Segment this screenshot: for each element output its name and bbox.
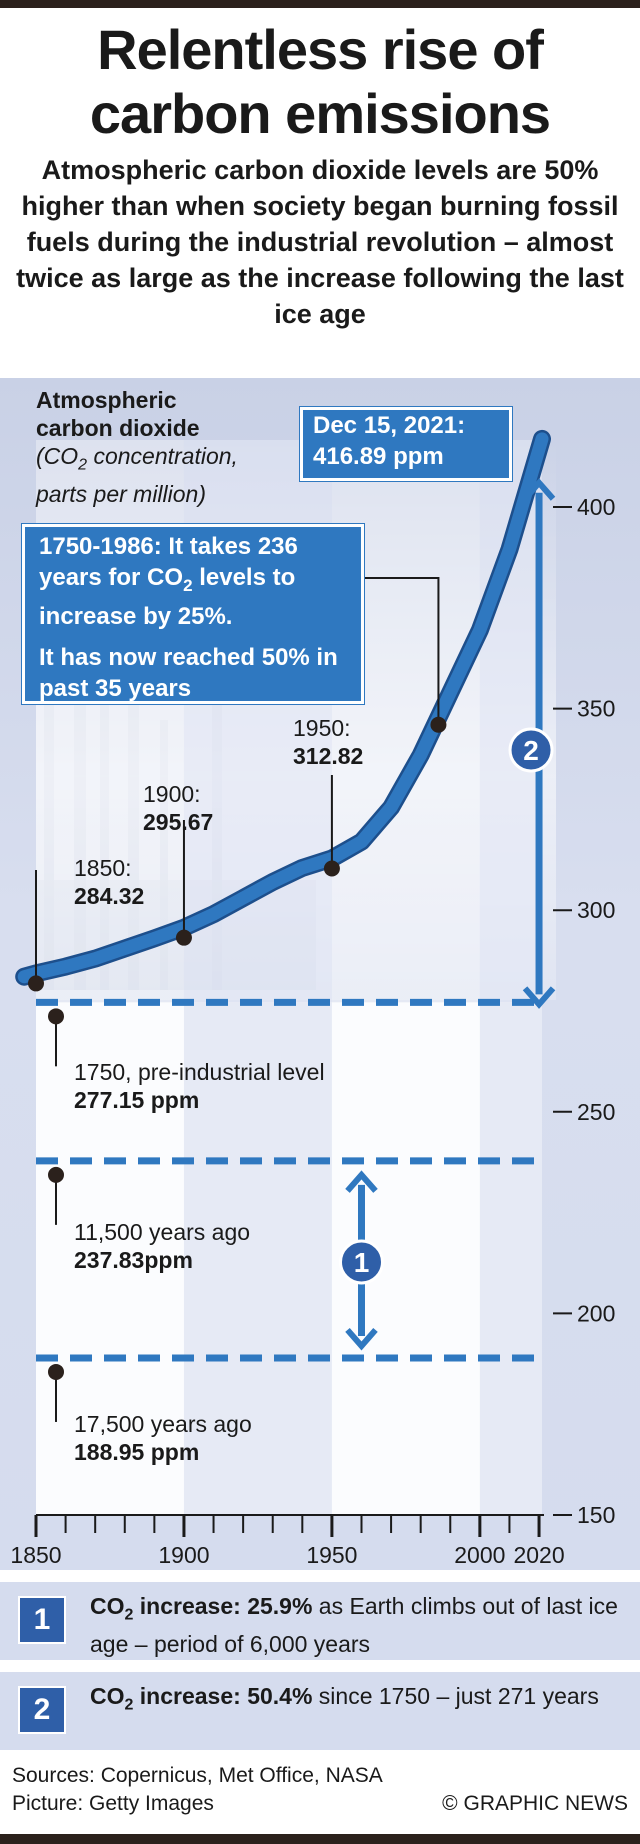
sources: Sources: Copernicus, Met Office, NASA Pi… [12, 1762, 628, 1818]
co2-line [17, 432, 549, 984]
level-label-17500: 17,500 years ago 188.95 ppm [74, 1411, 252, 1465]
marker-dot [28, 975, 44, 992]
marker-dot [323, 860, 340, 877]
top-bar [0, 0, 640, 8]
legend-item-1: 1 CO2 increase: 25.9% as Earth climbs ou… [0, 1582, 640, 1660]
x-tick-label: 1950 [306, 1542, 357, 1568]
reference-pointer-dot [48, 1363, 64, 1380]
co2-line-layer [15, 429, 551, 992]
latest-reading-callout: Dec 15, 2021: 416.89 ppm [300, 407, 512, 481]
arrow-one-head-down [345, 1327, 378, 1351]
increase-arrows: 12 [338, 420, 556, 1351]
y-tick-label: 150 [577, 1502, 615, 1528]
page-subtitle: Atmospheric carbon dioxide levels are 50… [16, 155, 624, 329]
chart-axes: 1850 1900 1950 2000 2020 150 200 250 300 350 400 [10, 494, 615, 1568]
y-tick-label: 250 [577, 1099, 615, 1125]
lower-decade-band [479, 1002, 542, 1515]
y-tick-label: 400 [577, 494, 615, 520]
y-tick-label: 350 [577, 696, 615, 722]
arrow-two-head-down [522, 986, 556, 1009]
x-tick-label: 1900 [158, 1542, 209, 1568]
marker-label-1850: 1850: 284.32 [74, 855, 145, 909]
y-tick-label: 300 [577, 897, 615, 923]
page-title: Relentless rise of carbon emissions [89, 18, 551, 145]
bottom-bar [0, 1834, 640, 1844]
marker-label-1900: 1900: 295.67 [143, 781, 214, 835]
reference-pointer-dot [48, 1008, 64, 1025]
y-tick-label: 200 [577, 1300, 615, 1326]
x-tick-label: 2020 [513, 1542, 564, 1568]
badge-two [508, 727, 554, 773]
marker-dot [430, 716, 447, 733]
level-label-11500: 11,500 years ago 237.83ppm [74, 1219, 251, 1273]
x-tick-label: 1850 [10, 1542, 61, 1568]
co2-chart: 1850 1900 1950 2000 2020 150 200 250 300 350 400 1… [0, 378, 640, 1570]
arrow-two-head-up [522, 478, 556, 501]
growth-note-callout: 1750-1986: It takes 236 years for CO2 le… [22, 524, 364, 704]
badge-one-label: 1 [354, 1247, 370, 1278]
legend-item-2: 2 CO2 increase: 50.4% since 1750 – just … [0, 1672, 640, 1750]
x-tick-label: 2000 [454, 1542, 505, 1568]
credit: © GRAPHIC NEWS [442, 1792, 628, 1815]
arrow-one-head-up [345, 1170, 378, 1193]
level-label-1750: 1750, pre-industrial level 277.15 ppm [74, 1059, 325, 1113]
reference-levels [36, 998, 542, 1422]
marker-label-1950: 1950: 312.82 [293, 715, 364, 769]
marker-pointer-line [330, 577, 440, 725]
reference-pointer-dot [48, 1166, 64, 1183]
marker-dot [175, 929, 192, 946]
y-axis-label: Atmospheric carbon dioxide (CO2 concentr… [36, 387, 238, 507]
badge-two-label: 2 [523, 735, 539, 766]
lower-decade-band [183, 1002, 332, 1515]
badge-one [338, 1239, 384, 1285]
